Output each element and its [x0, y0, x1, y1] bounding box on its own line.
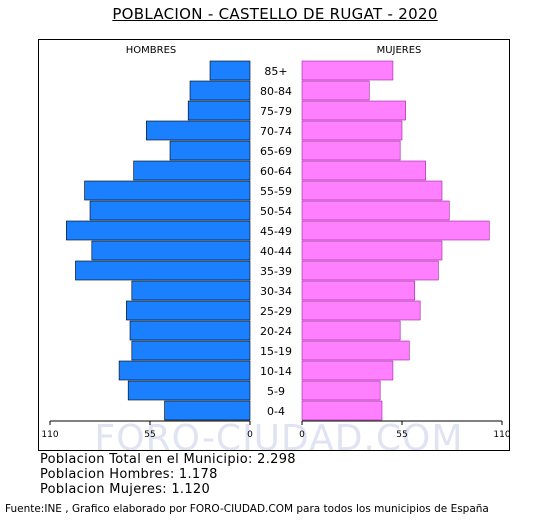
- total-population-text: Poblacion Total en el Municipio: 2.298: [40, 452, 296, 467]
- male-population-text: Poblacion Hombres: 1.178: [40, 467, 218, 482]
- x-tick-label-3: 0: [299, 430, 305, 440]
- bar-mujeres-50-54: [301, 200, 450, 221]
- bar-hombres-75-79: [187, 100, 251, 121]
- x-tick-label-5: 110: [493, 430, 509, 440]
- bar-mujeres-5-9: [301, 380, 381, 401]
- age-label-25-29: 25-29: [260, 305, 292, 318]
- age-label-15-19: 15-19: [260, 345, 292, 358]
- age-label-65-69: 65-69: [260, 145, 292, 158]
- bar-hombres-60-64: [133, 160, 251, 181]
- chart-title: POBLACION - CASTELLO DE RUGAT - 2020: [112, 5, 438, 23]
- bar-mujeres-25-29: [301, 300, 421, 321]
- bar-hombres-0-4: [164, 400, 251, 421]
- bar-mujeres-40-44: [301, 240, 443, 261]
- age-label-75-79: 75-79: [260, 105, 292, 118]
- x-tick-label-1: 55: [144, 430, 155, 440]
- bar-hombres-5-9: [127, 380, 251, 401]
- bar-hombres-40-44: [91, 240, 251, 261]
- age-label-70-74: 70-74: [260, 125, 292, 138]
- bar-mujeres-70-74: [301, 120, 403, 141]
- age-label-80-84: 80-84: [260, 85, 292, 98]
- bar-mujeres-60-64: [301, 160, 426, 181]
- bar-hombres-85+: [209, 60, 251, 81]
- age-label-40-44: 40-44: [260, 245, 292, 258]
- bar-hombres-25-29: [126, 300, 251, 321]
- x-tick-label-2: 0: [247, 430, 253, 440]
- x-tick-label-4: 55: [396, 430, 407, 440]
- bar-hombres-55-59: [84, 180, 251, 201]
- bar-mujeres-65-69: [301, 140, 401, 161]
- bar-hombres-65-69: [169, 140, 251, 161]
- bar-hombres-80-84: [189, 80, 251, 101]
- bar-mujeres-0-4: [301, 400, 383, 421]
- age-label-60-64: 60-64: [260, 165, 292, 178]
- bar-mujeres-45-49: [301, 220, 490, 241]
- source-footer: Fuente:INE , Grafico elaborado por FORO-…: [5, 503, 489, 515]
- bar-hombres-45-49: [66, 220, 251, 241]
- female-population-text: Poblacion Mujeres: 1.120: [40, 482, 211, 497]
- age-label-20-24: 20-24: [260, 325, 292, 338]
- watermark-text: FORO-CIUDAD.COM: [95, 418, 464, 450]
- x-tick-label-0: 110: [41, 430, 58, 440]
- age-label-45-49: 45-49: [260, 225, 292, 238]
- age-label-5-9: 5-9: [267, 385, 285, 398]
- age-label-0-4: 0-4: [267, 405, 285, 418]
- age-label-10-14: 10-14: [260, 365, 292, 378]
- bar-mujeres-15-19: [301, 340, 410, 361]
- hombres-header: HOMBRES: [126, 45, 177, 56]
- age-label-50-54: 50-54: [260, 205, 292, 218]
- bar-mujeres-35-39: [301, 260, 439, 281]
- bar-mujeres-30-34: [301, 280, 416, 301]
- bar-hombres-30-34: [131, 280, 251, 301]
- age-label-85+: 85+: [264, 65, 287, 78]
- bar-mujeres-20-24: [301, 320, 401, 341]
- bar-mujeres-75-79: [301, 100, 406, 121]
- age-label-55-59: 55-59: [260, 185, 292, 198]
- bar-hombres-10-14: [118, 360, 251, 381]
- bar-mujeres-10-14: [301, 360, 394, 381]
- bar-hombres-15-19: [131, 340, 251, 361]
- chart-frame: FORO-CIUDAD.COM HOMBRES MUJERES 85+ 80-84 75-…: [38, 39, 510, 451]
- age-label-30-34: 30-34: [260, 285, 292, 298]
- bar-mujeres-55-59: [301, 180, 443, 201]
- bar-hombres-35-39: [75, 260, 251, 281]
- bar-hombres-20-24: [129, 320, 251, 341]
- bar-mujeres-80-84: [301, 80, 370, 101]
- age-label-35-39: 35-39: [260, 265, 292, 278]
- population-pyramid-chart: FORO-CIUDAD.COM HOMBRES MUJERES 85+ 80-84 75-…: [41, 45, 509, 450]
- bar-mujeres-85+: [301, 60, 394, 81]
- bar-hombres-50-54: [89, 200, 251, 221]
- mujeres-header: MUJERES: [377, 45, 422, 56]
- bar-hombres-70-74: [146, 120, 251, 141]
